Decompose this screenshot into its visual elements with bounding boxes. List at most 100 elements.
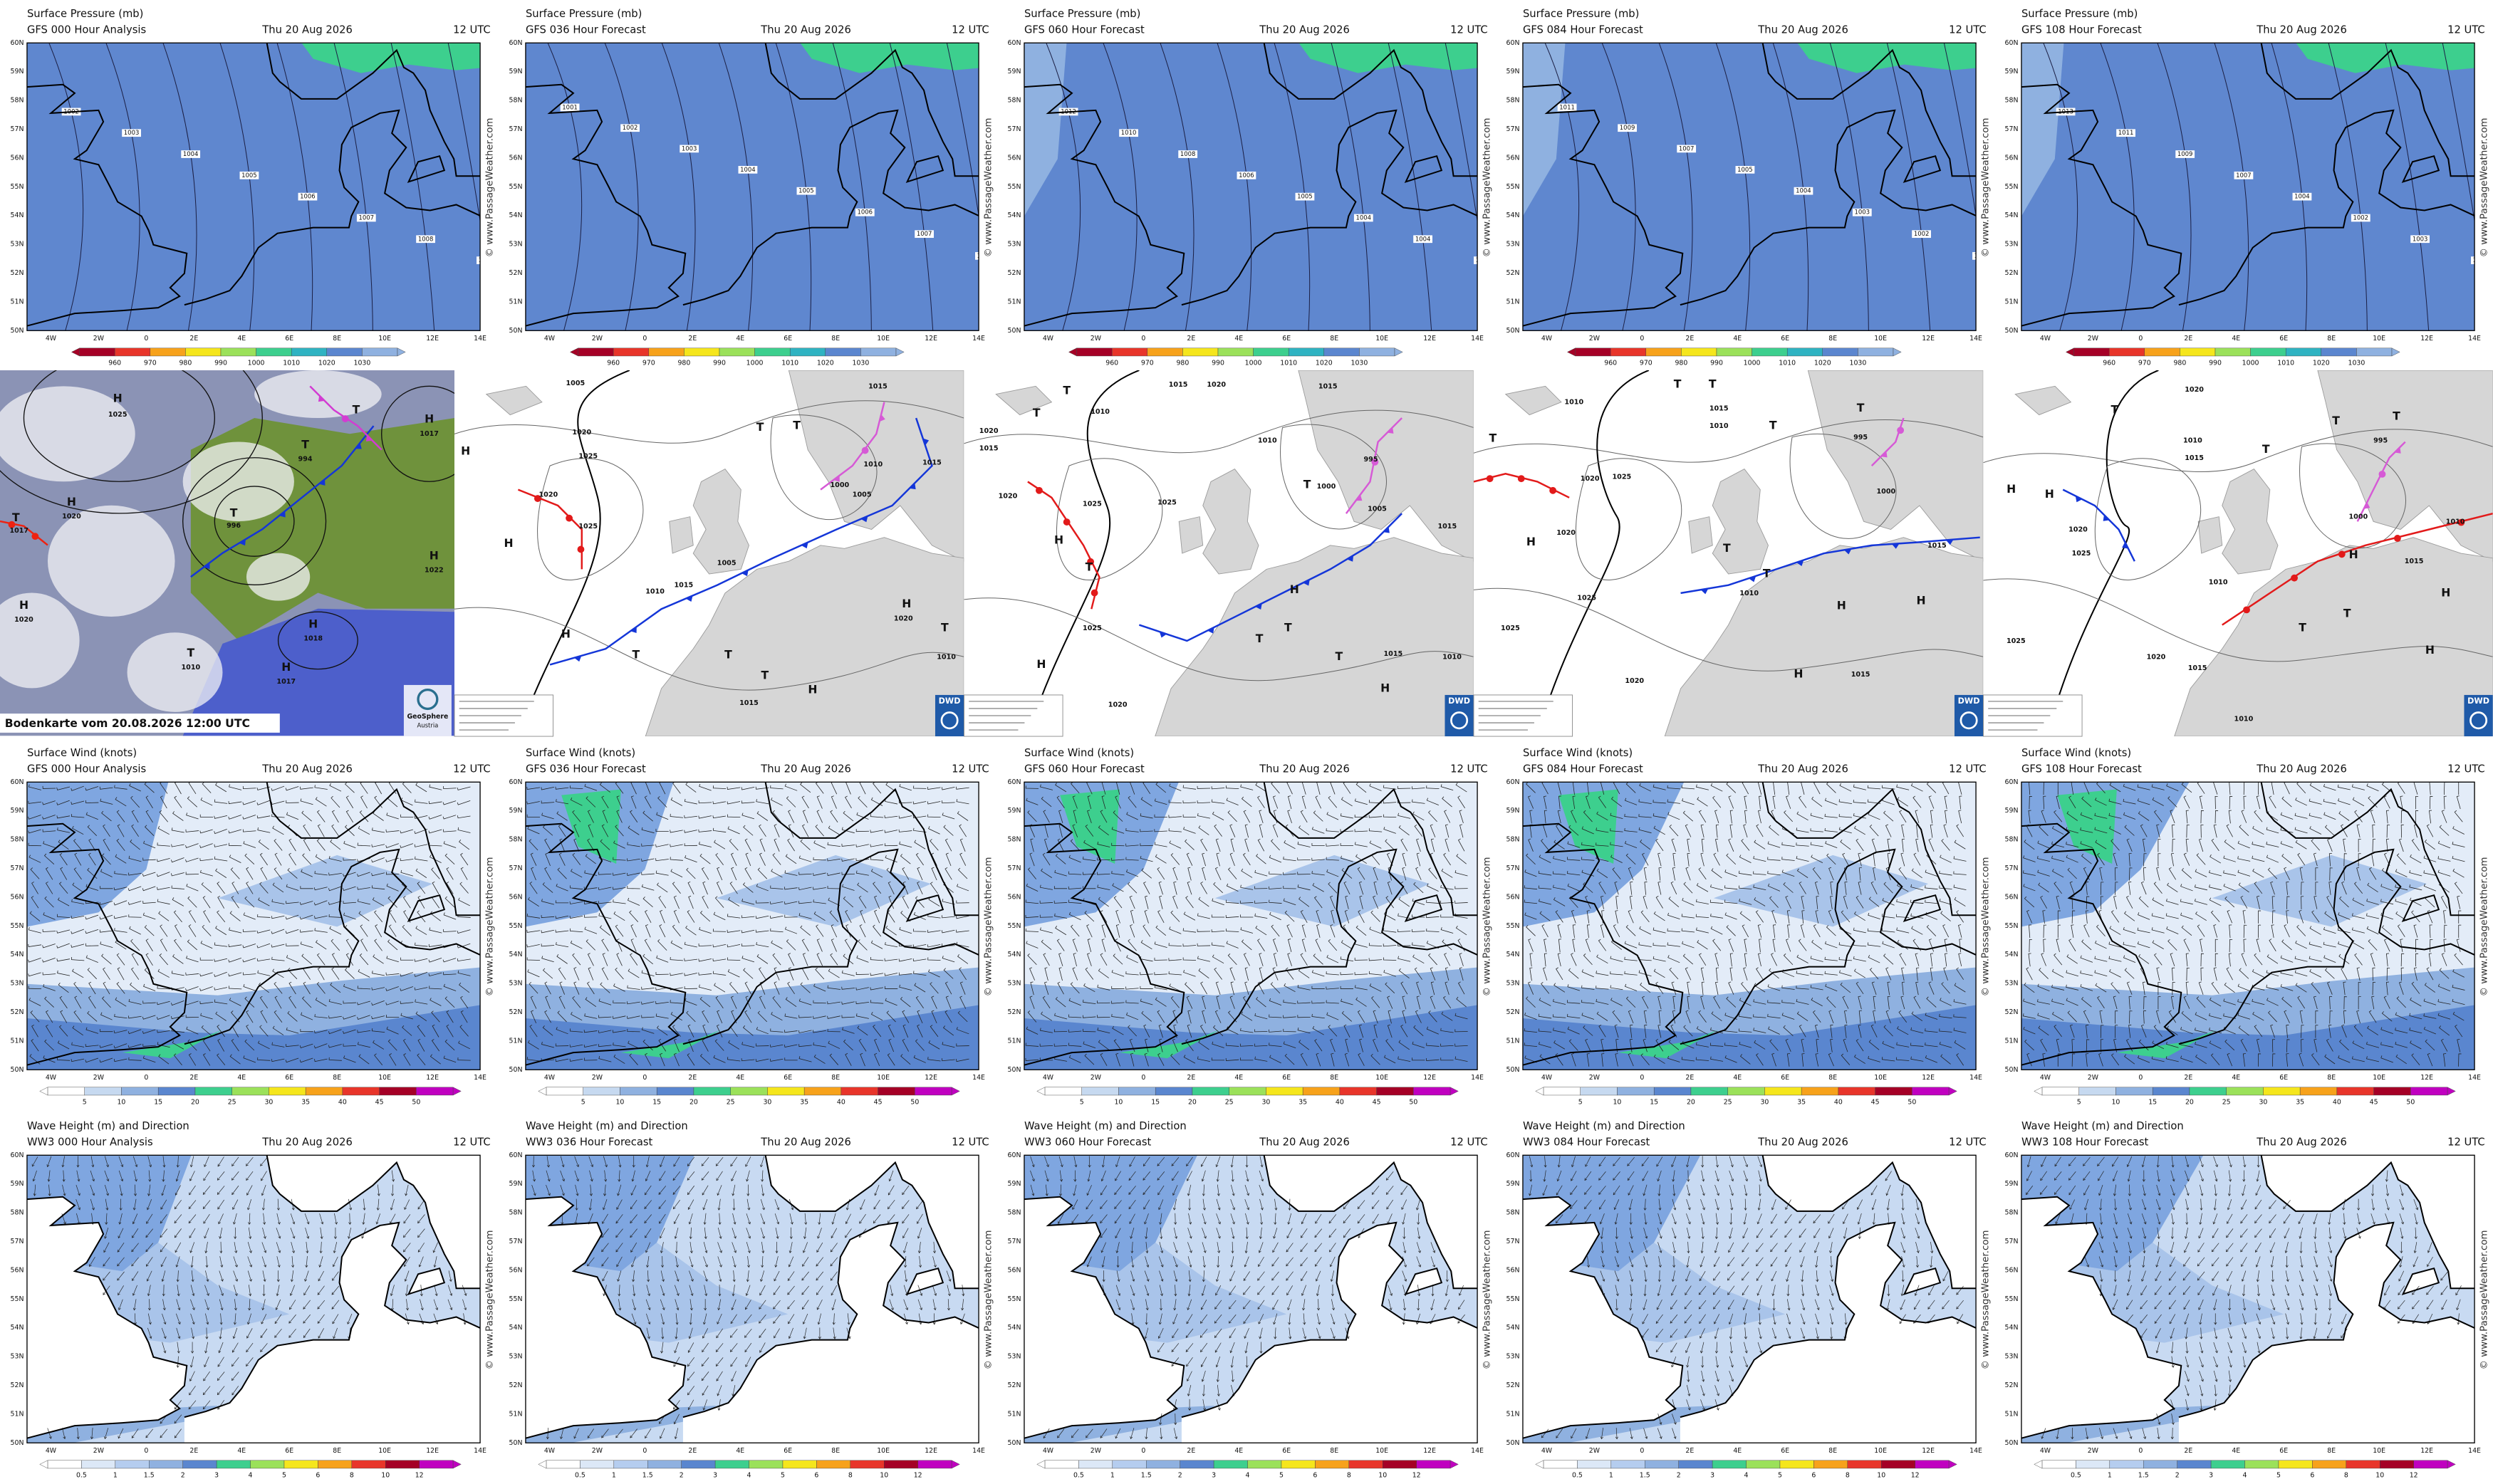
isobar [1331,43,1370,331]
isobar [333,43,373,331]
pressure-center: H [67,496,76,508]
isobar-label: 1010 [2234,715,2254,723]
colorbar-label: 10 [2375,1472,2384,1480]
colorbar-label: 2 [181,1472,185,1480]
isobar-label: 1020 [14,616,33,624]
panel-date: Thu 20 Aug 2026 [760,23,851,36]
lat-label: 53N [509,241,523,249]
pressure-center: H [1036,657,1046,671]
colorbar-end [1535,1087,1544,1096]
logo-sub: Austria [417,721,438,728]
colorbar-end [71,348,80,357]
isobar-label-box [1912,230,1931,239]
front-symbol [279,511,286,518]
colorbar-label: 1.5 [144,1472,155,1480]
colorbar-block [1192,1087,1229,1096]
colorbar-block [620,1087,657,1096]
colorbar-label: 20 [1188,1099,1197,1107]
isobar-label: 1025 [578,523,598,531]
isobar-label: 1018 [303,635,323,643]
coastline [905,1267,944,1296]
colorbar-label: 1 [2108,1472,2112,1480]
panel-title: Surface Wind (knots) [1523,747,1633,759]
lat-label: 50N [509,1066,523,1074]
lon-label: 0 [1640,335,1644,343]
lon-label: 10E [1375,335,1388,343]
isobar-label-box [915,230,934,239]
colorbar-label: 3 [1212,1472,1216,1480]
lon-label: 2W [1091,335,1101,343]
isobar-label: 1003 [1855,209,1870,216]
lat-label: 56N [1008,1266,1021,1274]
panel-time: 12 UTC [1949,763,1987,775]
colorbar-block [580,1460,615,1469]
colorbar-block [2413,1460,2448,1469]
colorbar-label: 50 [412,1099,420,1107]
land [1405,1268,1442,1295]
colorbar-block [730,1087,768,1096]
colorbar-block [182,1460,217,1469]
isobar-label-box [1295,192,1315,201]
lat-label: 56N [509,154,523,162]
colorbar-label: 5 [2276,1472,2281,1480]
coastline [2401,155,2440,184]
land [645,537,964,737]
colorbar-label: 3 [713,1472,717,1480]
lat-label: 52N [1008,1381,1021,1389]
lon-label: 6E [1781,1074,1789,1082]
wind-field [1060,789,1120,864]
isobar-label-box [975,252,979,260]
lon-label: 4E [2232,1074,2240,1082]
lat-label: 53N [2005,1353,2019,1361]
lon-label: 6E [1781,1447,1789,1455]
colorbar-label: 1 [1609,1472,1613,1480]
isobar-label: 1017 [276,678,296,686]
colorbar-end [452,1460,462,1469]
lon-label: 0 [2138,1074,2143,1082]
lon-label: 4W [1043,335,1053,343]
isobar-label: 1020 [62,513,81,521]
isobar [2328,43,2368,331]
colorbar-block [2144,348,2180,357]
colorbar-label: 1.5 [2138,1472,2149,1480]
lat-label: 58N [11,836,24,844]
front-symbol [534,495,541,502]
lon-label: 8E [1828,1447,1837,1455]
pressure-center: T [1086,560,1093,574]
colorbar-block [1727,1087,1765,1096]
panel-time: 12 UTC [1450,1136,1488,1148]
front-symbol [341,415,349,422]
lat-label: 55N [2005,1295,2019,1303]
lon-label: 2W [1091,1074,1101,1082]
panel-date: Thu 20 Aug 2026 [760,1136,851,1148]
colorbar-label: 20 [191,1099,199,1107]
logo-bg [403,684,452,736]
cloud [0,386,135,482]
isobar-label: 1015 [1437,523,1457,531]
lat-label: 52N [1506,269,1520,277]
coastline [266,1155,481,1290]
pressure-field [2296,43,2475,73]
isobar [1536,370,1650,737]
lat-label: 58N [1506,97,1520,105]
coastline [184,1221,481,1418]
pressure-center: T [1709,377,1717,391]
colorbar-label: 1.5 [1141,1472,1152,1480]
isobar-label-box [239,171,259,179]
colorbar-label: 2 [2175,1472,2180,1480]
colorbar-end [895,348,905,357]
isobar-label: 1017 [420,430,439,438]
isobar-label: 1020 [1207,381,1226,389]
lon-label: 10E [1375,1447,1388,1455]
pressure-center: T [1256,632,1264,645]
isobar-label-box [477,256,481,264]
colorbar-end [2391,348,2400,357]
colorbar-block [693,1087,731,1096]
colorbar-end [951,1087,960,1096]
isobar-label: 1010 [1739,590,1759,597]
isobar-label: 1020 [2185,386,2204,394]
watermark: © www.PassageWeather.com [484,117,495,257]
lon-label: 4W [1541,1447,1552,1455]
panel-time: 12 UTC [453,1136,491,1148]
colorbar-block [1610,1460,1645,1469]
